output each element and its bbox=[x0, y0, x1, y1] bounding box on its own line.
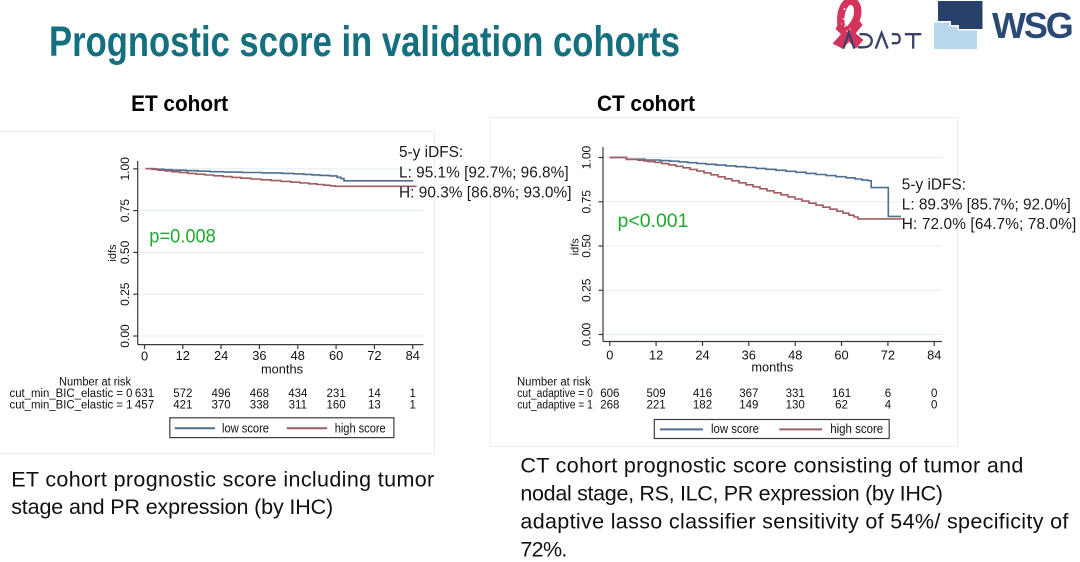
svg-text:606: 606 bbox=[600, 388, 619, 400]
svg-text:24: 24 bbox=[214, 348, 228, 363]
svg-text:421: 421 bbox=[173, 399, 192, 411]
svg-text:62: 62 bbox=[835, 399, 848, 411]
svg-text:338: 338 bbox=[250, 399, 269, 411]
svg-text:0: 0 bbox=[141, 349, 148, 364]
svg-text:12: 12 bbox=[649, 347, 663, 362]
svg-text:631: 631 bbox=[135, 388, 154, 400]
svg-text:Prognostic score in validation: Prognostic score in validation cohorts bbox=[49, 18, 680, 65]
svg-text:509: 509 bbox=[647, 388, 666, 400]
svg-text:1.00: 1.00 bbox=[118, 157, 132, 181]
svg-text:72%.: 72%. bbox=[520, 538, 567, 562]
svg-text:H: 90.3% [86.8%; 93.0%]: H: 90.3% [86.8%; 93.0%] bbox=[399, 184, 572, 201]
svg-text:60: 60 bbox=[834, 347, 848, 362]
svg-text:24: 24 bbox=[695, 347, 709, 362]
svg-text:H: 72.0% [64.7%; 78.0%]: H: 72.0% [64.7%; 78.0%] bbox=[902, 216, 1077, 233]
svg-text:L: 89.3% [85.7%; 92.0%]: L: 89.3% [85.7%; 92.0%] bbox=[902, 196, 1071, 213]
svg-text:84: 84 bbox=[927, 347, 941, 362]
svg-text:p=0.008: p=0.008 bbox=[149, 226, 216, 247]
svg-text:4: 4 bbox=[885, 399, 892, 411]
svg-text:1: 1 bbox=[409, 399, 415, 411]
svg-text:130: 130 bbox=[786, 399, 805, 411]
svg-text:468: 468 bbox=[250, 388, 269, 400]
svg-text:0.50: 0.50 bbox=[118, 240, 132, 264]
svg-text:0.50: 0.50 bbox=[580, 234, 594, 258]
svg-text:370: 370 bbox=[212, 399, 231, 411]
svg-text:12: 12 bbox=[176, 348, 190, 363]
svg-text:5-y iDFS:: 5-y iDFS: bbox=[399, 144, 463, 161]
svg-text:cut_adaptive = 0: cut_adaptive = 0 bbox=[517, 388, 593, 400]
svg-text:14: 14 bbox=[368, 388, 381, 400]
svg-text:331: 331 bbox=[786, 388, 805, 400]
svg-text:149: 149 bbox=[739, 399, 758, 411]
svg-text:L: 95.1% [92.7%; 96.8%]: L: 95.1% [92.7%; 96.8%] bbox=[399, 164, 569, 181]
svg-text:high score: high score bbox=[335, 421, 386, 436]
svg-text:5-y iDFS:: 5-y iDFS: bbox=[902, 176, 966, 193]
svg-text:Number at risk: Number at risk bbox=[517, 377, 591, 389]
svg-text:0: 0 bbox=[931, 388, 937, 400]
svg-text:months: months bbox=[751, 360, 793, 375]
svg-text:CT cohort prognostic score con: CT cohort prognostic score consisting of… bbox=[520, 453, 1023, 477]
svg-text:13: 13 bbox=[368, 399, 381, 411]
svg-text:84: 84 bbox=[406, 348, 420, 363]
svg-text:0.00: 0.00 bbox=[118, 324, 132, 348]
svg-text:0: 0 bbox=[606, 347, 613, 362]
svg-text:72: 72 bbox=[881, 347, 895, 362]
svg-text:268: 268 bbox=[600, 399, 619, 411]
svg-text:low score: low score bbox=[711, 421, 759, 436]
svg-text:311: 311 bbox=[289, 399, 307, 411]
svg-text:572: 572 bbox=[173, 388, 192, 400]
svg-text:nodal stage, RS, ILC, PR expre: nodal stage, RS, ILC, PR expression (by … bbox=[520, 482, 943, 506]
svg-text:496: 496 bbox=[212, 388, 231, 400]
svg-text:ET cohort: ET cohort bbox=[131, 91, 229, 116]
svg-text:idfs: idfs bbox=[107, 244, 119, 262]
svg-text:0.25: 0.25 bbox=[118, 282, 132, 306]
svg-text:60: 60 bbox=[329, 348, 343, 363]
svg-text:457: 457 bbox=[135, 399, 154, 411]
svg-text:160: 160 bbox=[327, 399, 346, 411]
svg-text:stage and PR expression (by IH: stage and PR expression (by IHC) bbox=[11, 495, 333, 519]
svg-text:p<0.001: p<0.001 bbox=[618, 211, 689, 232]
svg-text:1: 1 bbox=[409, 388, 415, 400]
svg-text:0.75: 0.75 bbox=[118, 199, 132, 223]
svg-text:cut_adaptive = 1: cut_adaptive = 1 bbox=[517, 399, 593, 411]
svg-text:idfs: idfs bbox=[570, 238, 582, 256]
svg-text:cut_min_BIC_elastic = 1: cut_min_BIC_elastic = 1 bbox=[10, 399, 133, 411]
svg-text:Number at risk: Number at risk bbox=[59, 377, 131, 389]
svg-text:416: 416 bbox=[693, 388, 712, 400]
svg-text:1.00: 1.00 bbox=[580, 145, 594, 169]
svg-text:434: 434 bbox=[288, 388, 308, 400]
svg-text:cut_min_BIC_elastic = 0: cut_min_BIC_elastic = 0 bbox=[10, 388, 133, 400]
svg-text:6: 6 bbox=[885, 388, 891, 400]
svg-text:182: 182 bbox=[693, 399, 712, 411]
svg-text:0.75: 0.75 bbox=[580, 190, 594, 214]
svg-text:high score: high score bbox=[830, 421, 883, 436]
svg-text:231: 231 bbox=[327, 388, 346, 400]
svg-text:WSG: WSG bbox=[992, 5, 1072, 46]
svg-text:72: 72 bbox=[367, 348, 381, 363]
svg-text:ET cohort prognostic score inc: ET cohort prognostic score including tum… bbox=[11, 467, 434, 491]
svg-text:221: 221 bbox=[647, 399, 666, 411]
svg-text:adaptive lasso classifier sens: adaptive lasso classifier sensitivity of… bbox=[520, 510, 1068, 534]
svg-text:low score: low score bbox=[222, 421, 269, 436]
svg-text:161: 161 bbox=[832, 388, 851, 400]
svg-text:CT cohort: CT cohort bbox=[597, 91, 696, 116]
svg-text:48: 48 bbox=[291, 348, 305, 363]
svg-text:months: months bbox=[261, 362, 303, 377]
svg-text:36: 36 bbox=[742, 347, 756, 362]
svg-text:0: 0 bbox=[931, 399, 937, 411]
svg-text:36: 36 bbox=[252, 348, 266, 363]
svg-text:0.00: 0.00 bbox=[580, 322, 594, 346]
svg-text:367: 367 bbox=[739, 388, 758, 400]
svg-text:0.25: 0.25 bbox=[580, 278, 594, 302]
svg-text:48: 48 bbox=[788, 347, 802, 362]
